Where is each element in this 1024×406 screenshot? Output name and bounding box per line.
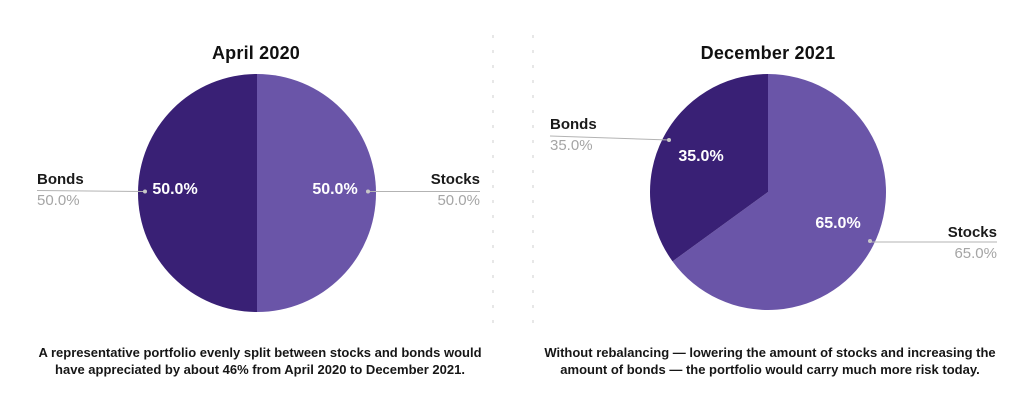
callout-bonds: Bonds 35.0% [550,116,597,154]
leader-line-bonds [549,135,670,141]
dotted-divider-left [492,35,494,331]
stocks-slice-value: 50.0% [312,181,358,198]
bonds-slice-value: 35.0% [678,148,724,165]
chart-title-december-2021: December 2021 [700,43,836,63]
callout-bonds: Bonds 50.0% [37,171,84,209]
pie-slices-group [138,74,376,312]
pie-slice-bonds [650,73,768,262]
chart-caption-december-2021: Without rebalancing — lowering the amoun… [544,345,996,377]
pie-chart-april-2020 [36,74,480,312]
leader-dot-bonds [667,138,671,142]
bonds-slice-value: 50.0% [152,181,198,198]
pie-slice-bonds [138,74,257,312]
chart-title-april-2020: April 2020 [211,43,301,63]
leader-line-bonds [36,190,146,192]
stocks-percentage: 65.0% [954,245,997,262]
stocks-label: Stocks [430,171,480,188]
chart-panel-december-2021: December 2021 Bonds 35.0% Stocks 65.0% 3… [512,0,1024,406]
stocks-slice-value: 65.0% [815,215,861,232]
bonds-label: Bonds [37,171,84,188]
bonds-percentage: 35.0% [550,137,593,154]
bonds-percentage: 50.0% [37,192,80,209]
stocks-percentage: 50.0% [437,192,480,209]
chart-caption-april-2020: A representative portfolio evenly split … [38,345,482,377]
callout-stocks: Stocks 65.0% [948,224,997,262]
chart-panel-april-2020: April 2020 Bonds 50.0% Stocks 50.0% 50.0… [36,43,482,377]
stocks-label: Stocks [947,224,997,241]
pie-chart-december-2021 [549,73,997,310]
leader-dot-stocks [868,239,872,243]
leader-dot-stocks [366,189,370,194]
pie-slice-stocks [257,74,376,312]
pie-slice-stocks [672,74,886,310]
callout-stocks: Stocks 50.0% [431,171,480,209]
dotted-divider-right [532,35,534,331]
pie-slices-group [650,73,886,310]
leader-dot-bonds [143,189,147,194]
bonds-label: Bonds [550,116,597,133]
